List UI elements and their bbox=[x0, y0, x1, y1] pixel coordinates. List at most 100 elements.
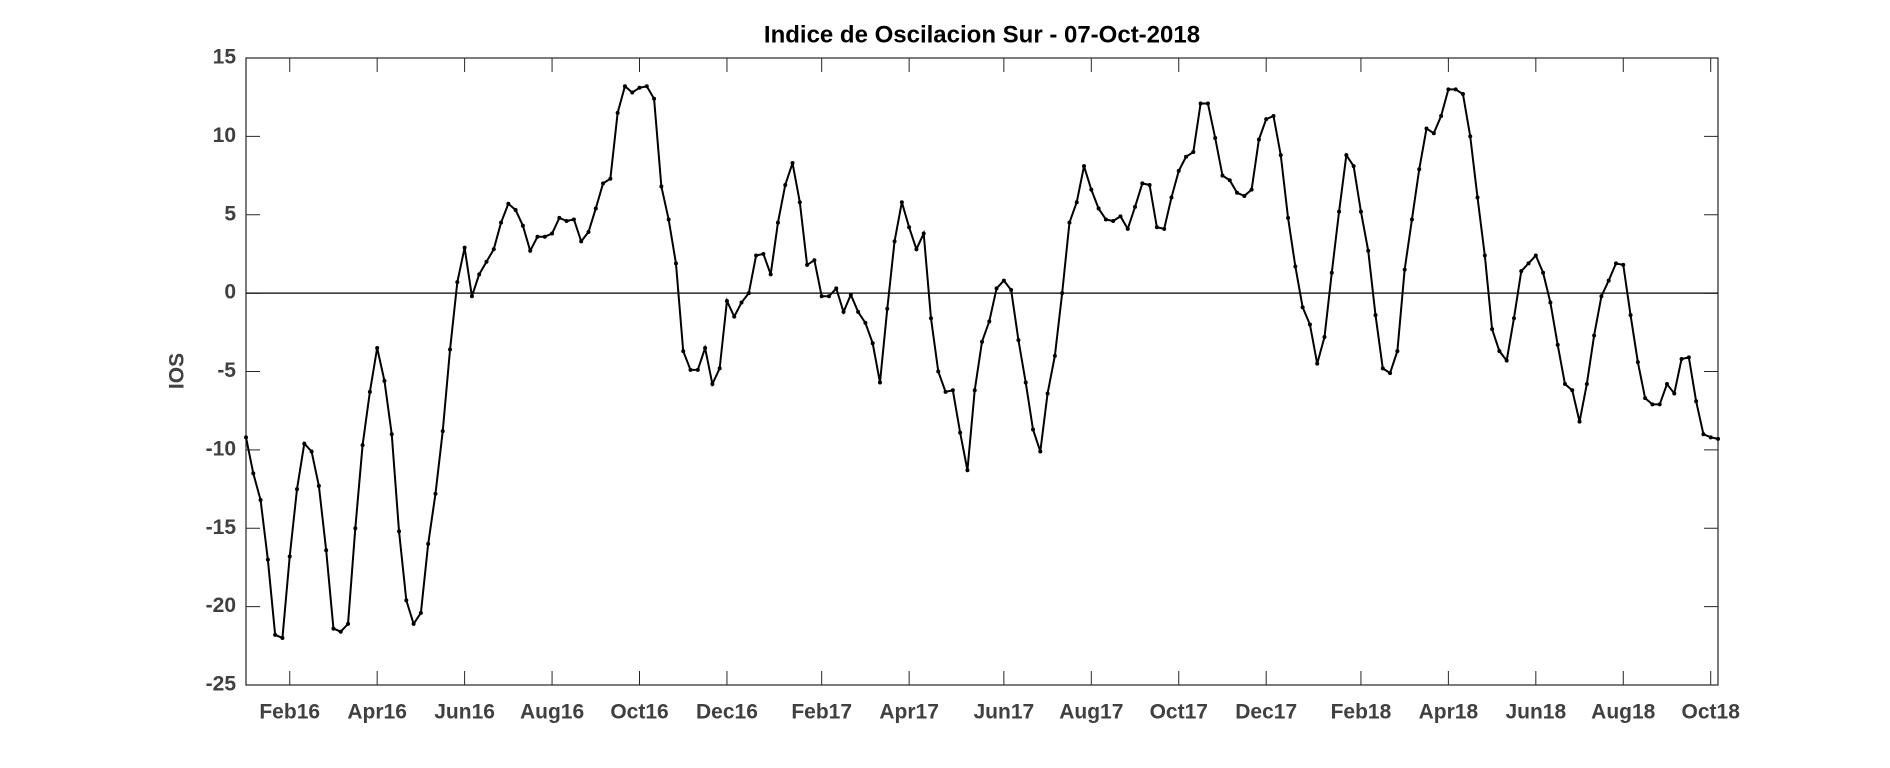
data-point bbox=[520, 223, 525, 228]
data-point bbox=[921, 231, 926, 236]
x-tick-label: Oct16 bbox=[610, 701, 668, 724]
data-point bbox=[994, 286, 999, 291]
data-point bbox=[1694, 399, 1699, 404]
data-point bbox=[761, 251, 766, 256]
data-point bbox=[1431, 131, 1436, 136]
data-point bbox=[965, 468, 970, 473]
data-point bbox=[346, 621, 351, 626]
x-tick-label: Aug16 bbox=[520, 701, 584, 724]
data-point bbox=[1380, 366, 1385, 371]
data-point bbox=[1031, 427, 1036, 432]
data-point bbox=[1526, 261, 1531, 266]
data-point bbox=[1001, 278, 1006, 283]
data-point bbox=[1672, 391, 1677, 396]
data-point bbox=[1103, 217, 1108, 222]
data-point bbox=[958, 430, 963, 435]
data-point bbox=[1606, 278, 1611, 283]
data-point bbox=[695, 367, 700, 372]
data-point bbox=[404, 598, 409, 603]
data-point bbox=[535, 234, 540, 239]
data-point bbox=[1344, 153, 1349, 158]
data-point bbox=[856, 309, 861, 314]
y-tick-label: 15 bbox=[213, 46, 237, 69]
data-point bbox=[455, 280, 460, 285]
y-tick-label: -25 bbox=[206, 673, 237, 696]
data-point bbox=[1023, 380, 1028, 385]
data-point bbox=[462, 245, 467, 250]
data-point bbox=[1074, 200, 1079, 205]
data-point bbox=[469, 294, 474, 299]
data-point bbox=[1009, 287, 1014, 292]
data-point bbox=[550, 231, 555, 236]
data-point bbox=[593, 206, 598, 211]
data-point bbox=[1446, 87, 1451, 92]
data-point bbox=[397, 529, 402, 534]
data-point bbox=[790, 161, 795, 166]
data-point bbox=[1220, 173, 1225, 178]
data-point bbox=[499, 220, 504, 225]
data-point bbox=[972, 388, 977, 393]
data-point bbox=[302, 441, 307, 446]
data-point bbox=[1548, 300, 1553, 305]
data-point bbox=[1118, 214, 1123, 219]
data-point bbox=[1373, 313, 1378, 318]
data-point bbox=[1555, 342, 1560, 347]
data-point bbox=[382, 378, 387, 383]
data-point bbox=[877, 380, 882, 385]
data-point bbox=[1300, 305, 1305, 310]
data-point bbox=[1307, 322, 1312, 327]
data-point bbox=[1351, 164, 1356, 169]
data-point bbox=[448, 347, 453, 352]
data-point bbox=[841, 309, 846, 314]
data-point bbox=[943, 389, 948, 394]
data-point bbox=[1329, 270, 1334, 275]
data-point bbox=[899, 200, 904, 205]
data-point bbox=[1562, 382, 1567, 387]
data-point bbox=[1322, 335, 1327, 340]
data-point bbox=[1519, 269, 1524, 274]
data-point bbox=[907, 225, 912, 230]
data-point bbox=[1424, 126, 1429, 131]
data-point bbox=[1176, 168, 1181, 173]
data-point bbox=[1650, 402, 1655, 407]
data-point bbox=[885, 306, 890, 311]
data-point bbox=[542, 234, 547, 239]
data-point bbox=[936, 369, 941, 374]
data-point bbox=[1388, 371, 1393, 376]
data-point bbox=[1096, 206, 1101, 211]
data-point bbox=[1570, 388, 1575, 393]
x-tick-label: Feb18 bbox=[1331, 701, 1392, 724]
data-point bbox=[1475, 195, 1480, 200]
data-point bbox=[316, 483, 321, 488]
data-point bbox=[265, 557, 270, 562]
y-axis-label: IOS bbox=[166, 353, 189, 389]
data-point bbox=[1264, 117, 1269, 122]
data-point bbox=[418, 610, 423, 615]
x-tick-label: Feb17 bbox=[791, 701, 852, 724]
data-point bbox=[1315, 361, 1320, 366]
data-point bbox=[1628, 313, 1633, 318]
data-point bbox=[1468, 134, 1473, 139]
data-point bbox=[1613, 261, 1618, 266]
data-point bbox=[819, 294, 824, 299]
data-point bbox=[608, 176, 613, 181]
data-point bbox=[513, 208, 518, 213]
data-point bbox=[1701, 432, 1706, 437]
data-point bbox=[1395, 349, 1400, 354]
data-point bbox=[367, 389, 372, 394]
data-point bbox=[783, 182, 788, 187]
data-point bbox=[630, 90, 635, 95]
data-point bbox=[557, 215, 562, 220]
data-point bbox=[666, 217, 671, 222]
y-tick-label: 5 bbox=[224, 202, 236, 225]
data-point bbox=[564, 219, 569, 224]
y-tick-label: -15 bbox=[206, 516, 237, 539]
data-point bbox=[338, 629, 343, 634]
data-point bbox=[1635, 360, 1640, 365]
x-tick-label: Dec16 bbox=[696, 701, 758, 724]
data-point bbox=[375, 345, 380, 350]
data-point bbox=[1205, 101, 1210, 106]
data-point bbox=[1511, 316, 1516, 321]
data-point bbox=[768, 272, 773, 277]
data-point bbox=[848, 292, 853, 297]
